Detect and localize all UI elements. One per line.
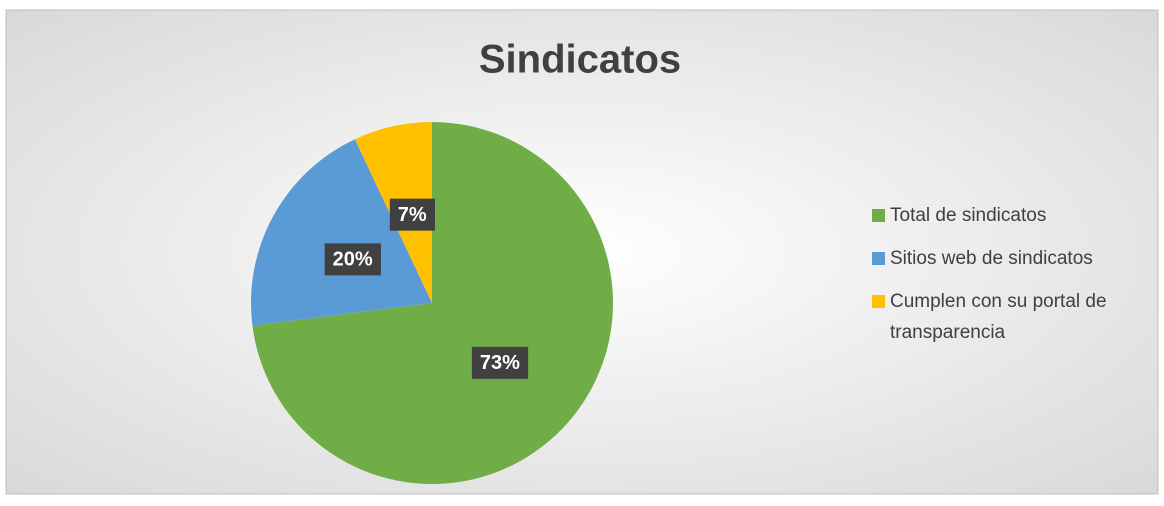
legend-item: Cumplen con su portal de transparencia	[872, 286, 1160, 348]
data-label: 73%	[480, 352, 520, 374]
legend-swatch	[872, 295, 885, 308]
legend-swatch	[872, 252, 885, 265]
legend-item: Sitios web de sindicatos	[872, 243, 1160, 274]
legend-label: Total de sindicatos	[890, 205, 1047, 226]
data-label-box	[389, 198, 435, 231]
legend-item: Total de sindicatos	[872, 200, 1160, 231]
legend-label: Sitios web de sindicatos	[890, 248, 1093, 269]
legend-label: Cumplen con su portal de transparencia	[890, 291, 1107, 343]
pie-slice	[251, 139, 432, 326]
legend: Total de sindicatos Sitios web de sindica…	[872, 200, 1152, 360]
data-label-box	[324, 243, 381, 276]
data-label: 7%	[398, 204, 427, 226]
data-label-box	[471, 346, 529, 379]
pie-slice	[252, 122, 613, 484]
legend-swatch	[872, 209, 885, 222]
data-label: 20%	[333, 249, 373, 271]
chart-title: Sindicatos	[479, 38, 681, 82]
